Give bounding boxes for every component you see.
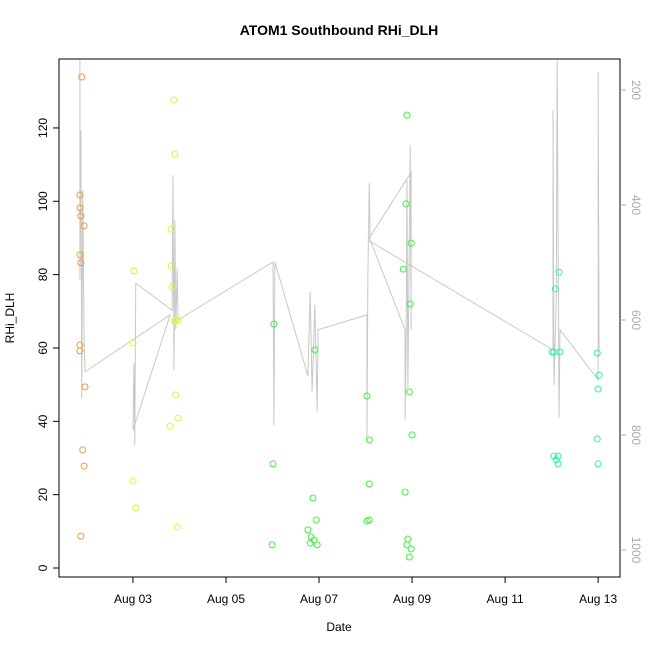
point	[77, 532, 85, 540]
point	[402, 200, 410, 208]
point	[76, 347, 84, 355]
point	[365, 516, 373, 524]
point	[312, 516, 320, 524]
point	[407, 545, 415, 553]
plot-frame	[58, 58, 621, 578]
y2-tick-label: 600	[629, 310, 643, 330]
point	[313, 541, 321, 549]
point	[129, 339, 137, 347]
point	[270, 320, 278, 328]
y2-tick-label: 800	[629, 425, 643, 445]
point	[174, 316, 182, 324]
y-axis-label: RHi_DLH	[3, 293, 17, 344]
x-tick-label: Aug 07	[300, 592, 338, 606]
point	[552, 456, 560, 464]
point	[554, 460, 562, 468]
x-tick-label: Aug 05	[207, 592, 245, 606]
point	[405, 388, 413, 396]
point	[556, 348, 564, 356]
point	[403, 111, 411, 119]
point	[594, 460, 602, 468]
chart-title: ATOM1 Southbound RHi_DLH	[240, 22, 439, 38]
x-tick-label: Aug 03	[114, 592, 152, 606]
point	[406, 300, 414, 308]
y2-tick-label: 1000	[629, 537, 643, 564]
y2-tick-label: 200	[629, 80, 643, 100]
point	[80, 462, 88, 470]
point	[555, 268, 563, 276]
point	[405, 553, 413, 561]
point	[129, 477, 137, 485]
point	[403, 541, 411, 549]
point	[79, 446, 87, 454]
line	[79, 60, 600, 445]
point	[168, 283, 176, 291]
point	[167, 262, 175, 270]
point	[268, 541, 276, 549]
point	[269, 460, 277, 468]
point	[77, 212, 85, 220]
point	[77, 259, 85, 267]
point	[310, 536, 318, 544]
point	[171, 150, 179, 158]
point	[76, 251, 84, 259]
point	[593, 435, 601, 443]
y-tick-label: 120	[36, 118, 50, 138]
point	[173, 523, 181, 531]
x-tick-label: Aug 11	[487, 592, 524, 606]
y-tick-label: 40	[36, 414, 50, 428]
point	[78, 73, 86, 81]
y-tick-label: 100	[36, 191, 50, 211]
point	[399, 265, 407, 273]
point	[594, 385, 602, 393]
point	[170, 317, 178, 325]
point	[550, 452, 558, 460]
y-tick-label: 60	[36, 341, 50, 355]
point	[304, 526, 312, 534]
point	[76, 191, 84, 199]
point	[81, 383, 89, 391]
point	[595, 371, 603, 379]
y-tick-label: 20	[36, 488, 50, 502]
point	[170, 96, 178, 104]
point	[80, 222, 88, 230]
point	[401, 488, 409, 496]
x-tick-label: Aug 09	[393, 592, 431, 606]
point	[76, 204, 84, 212]
point	[130, 267, 138, 275]
point	[407, 239, 415, 247]
point	[365, 436, 373, 444]
point	[174, 414, 182, 422]
x-axis-label: Date	[326, 620, 352, 634]
y-tick-label: 0	[36, 564, 50, 571]
y-tick-label: 80	[36, 268, 50, 282]
point	[309, 494, 317, 502]
point	[408, 431, 416, 439]
point	[167, 225, 175, 233]
point	[172, 391, 180, 399]
point	[365, 480, 373, 488]
y2-tick-label: 400	[629, 195, 643, 215]
point	[311, 346, 319, 354]
point	[548, 348, 556, 356]
point	[554, 452, 562, 460]
point	[551, 285, 559, 293]
point	[363, 392, 371, 400]
point	[166, 422, 174, 430]
point	[593, 349, 601, 357]
x-tick-label: Aug 13	[579, 592, 617, 606]
point	[132, 504, 140, 512]
